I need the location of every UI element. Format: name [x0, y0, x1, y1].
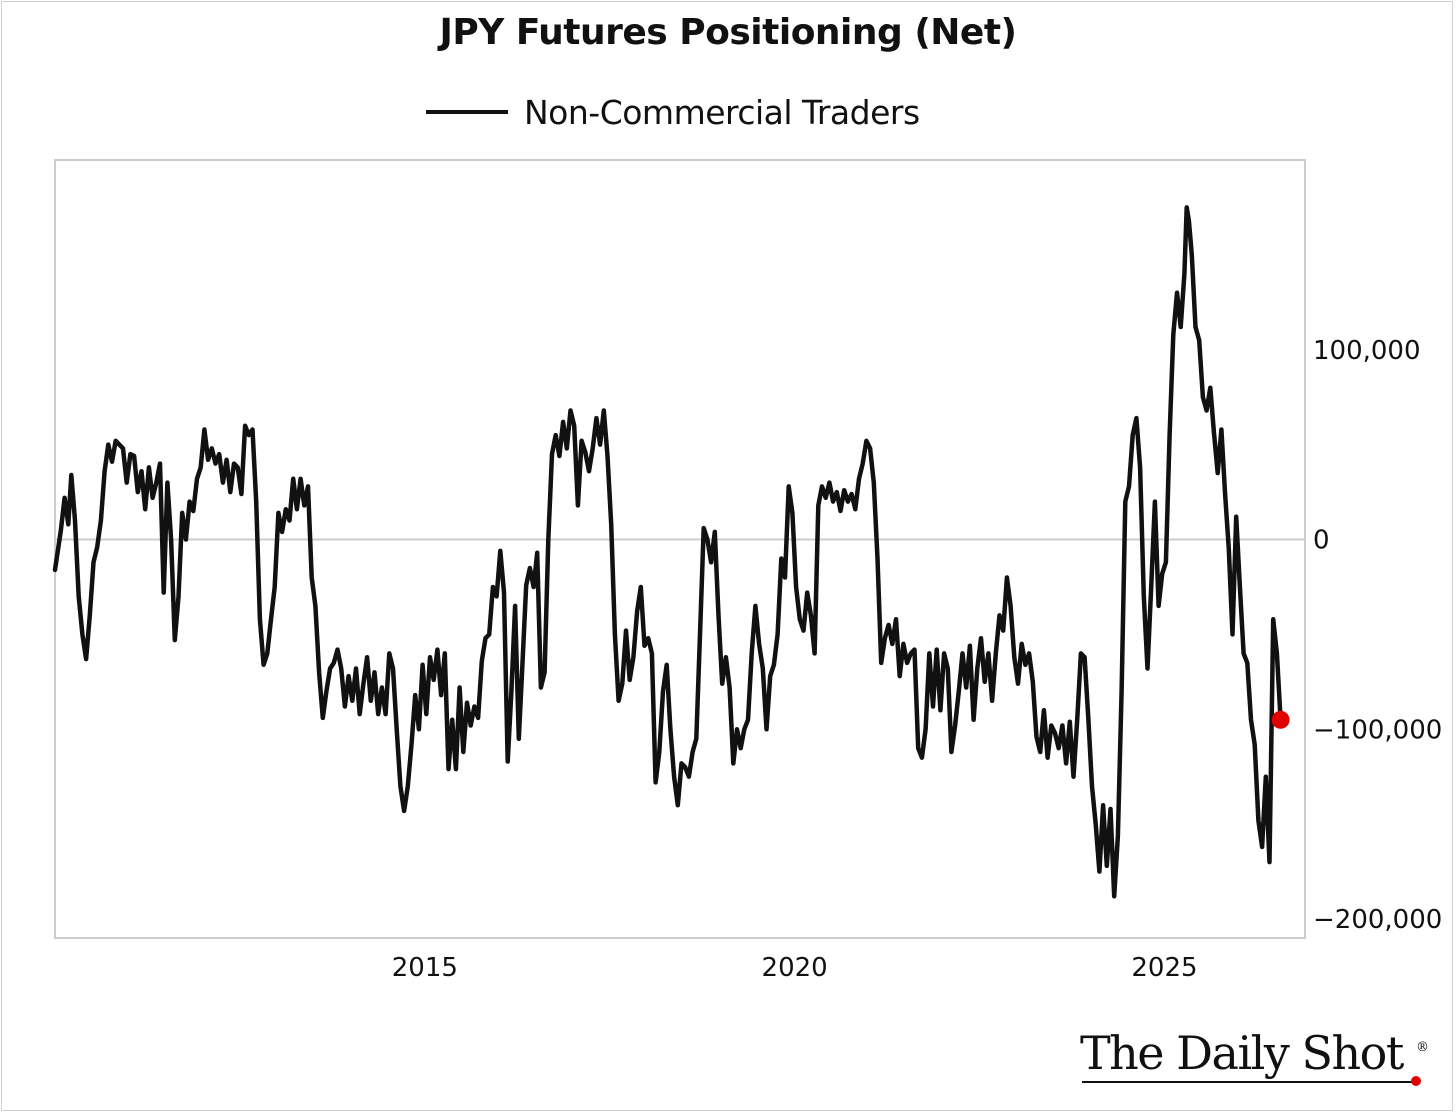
brand-logo-underline: [1082, 1081, 1412, 1083]
y-tick-label: 0: [1313, 526, 1330, 556]
y-tick-label: −200,000: [1313, 905, 1442, 935]
chart-title: JPY Futures Positioning (Net): [439, 12, 1017, 53]
plot-area: [54, 159, 1306, 939]
x-tick-label: 2020: [762, 953, 828, 983]
y-tick-label: −100,000: [1313, 715, 1442, 745]
brand-logo-dot: [1411, 1076, 1421, 1086]
chart-legend: Non-Commercial Traders: [426, 90, 920, 134]
tick-layer: −200,000 −100,000 0 100,000 2015 2020 2025: [392, 336, 1443, 983]
legend-line-swatch: [426, 110, 508, 114]
x-tick-label: 2025: [1131, 953, 1197, 983]
last-value-marker: [1271, 710, 1290, 729]
x-tick-label: 2015: [392, 953, 458, 983]
series-layer: [52, 205, 1290, 899]
y-tick-label: 100,000: [1313, 336, 1421, 366]
brand-registered-mark: ®: [1416, 1040, 1429, 1055]
series-line-non-commercial-traders: [52, 205, 1283, 899]
brand-logo: The Daily Shot: [1080, 1026, 1404, 1080]
legend-label: Non-Commercial Traders: [524, 92, 920, 132]
